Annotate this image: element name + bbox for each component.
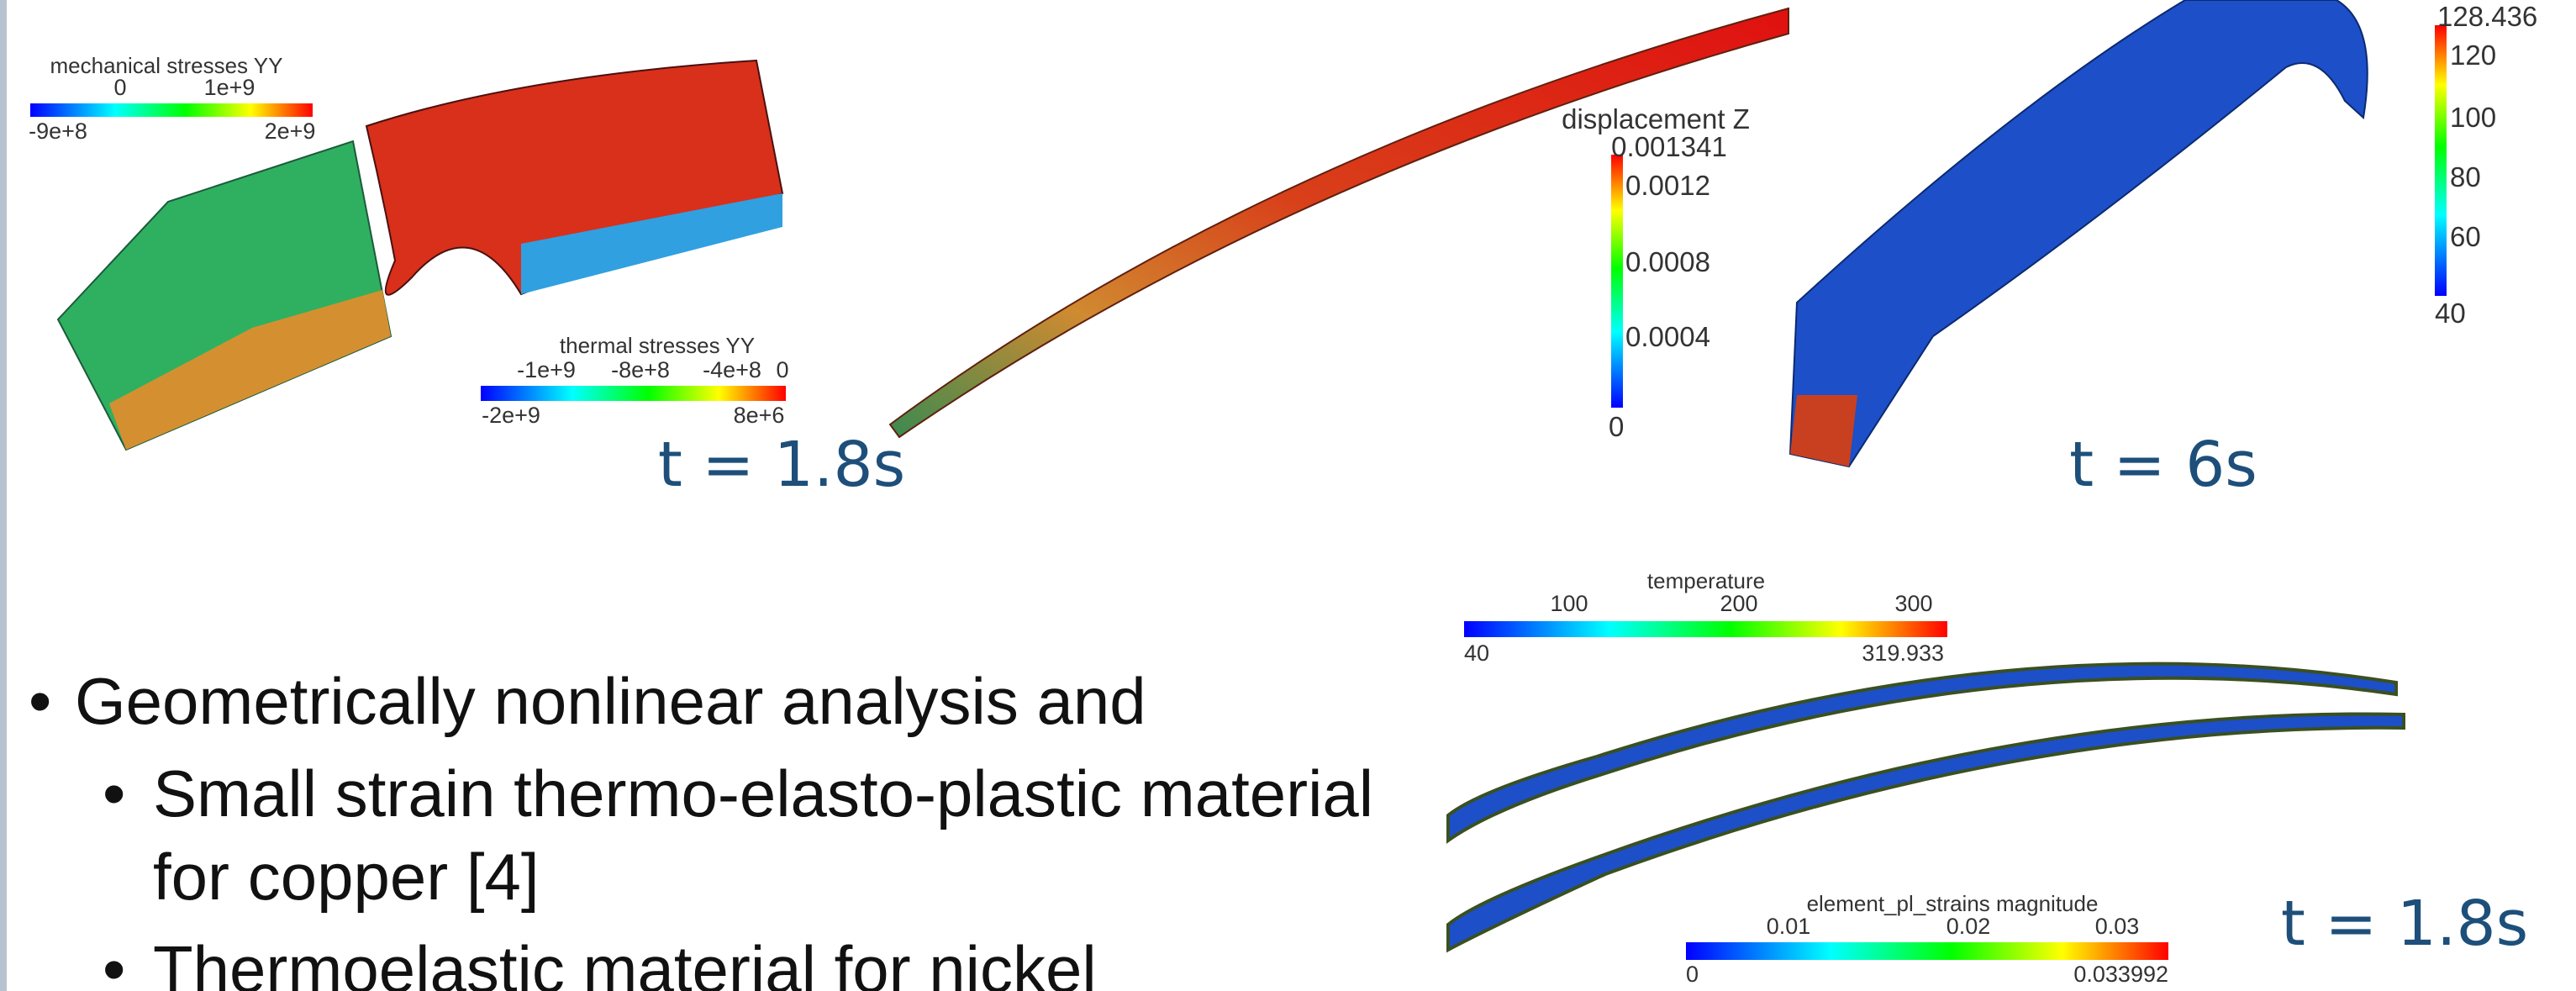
- slide: mechanical stresses YY 0 1e+9 -9e+8 2e+9…: [0, 0, 2576, 991]
- time-label: t = 1.8s: [658, 429, 905, 501]
- colorbar-label: 100: [1550, 591, 1588, 616]
- colorbar-label: 0.0004: [1625, 321, 1710, 352]
- colorbar-label: -8e+8: [611, 357, 670, 382]
- colorbar-label: 319.933: [1862, 640, 1944, 666]
- beam: [890, 8, 1788, 437]
- colorbar-label: 0: [1686, 962, 1699, 987]
- bullet-text: Small strain thermo-elasto-plastic mater…: [153, 752, 1447, 919]
- colorbar-label: 8e+6: [734, 403, 785, 428]
- colorbar: [481, 386, 786, 401]
- colorbar: [1464, 621, 1947, 637]
- colorbar-label: -1e+9: [517, 357, 576, 382]
- colorbar-label: 300: [1894, 591, 1932, 616]
- bullet-text: Geometrically nonlinear analysis and: [75, 660, 1146, 743]
- colorbar-label: 0.001341: [1611, 131, 1727, 162]
- colorbar-label: 1e+9: [204, 75, 255, 100]
- beam-3d: [1790, 0, 2368, 467]
- colorbar-label: 0.01: [1767, 914, 1811, 939]
- colorbar-title: temperature: [1647, 568, 1765, 593]
- colorbar-label: 0: [113, 75, 126, 100]
- colorbar-label: -9e+8: [29, 119, 87, 144]
- time-label: t = 1.8s: [2281, 888, 2528, 960]
- slide-edge: [0, 0, 7, 991]
- colorbar-label: 0: [776, 357, 788, 382]
- colorbar-label: 100: [2450, 102, 2496, 133]
- colorbar-title: thermal stresses YY: [560, 333, 755, 358]
- colorbar-label: 0: [1609, 411, 1624, 442]
- colorbar-label: 0.03: [2095, 914, 2140, 939]
- colorbar-label: 40: [2435, 298, 2466, 329]
- colorbar-label: 0.0008: [1625, 246, 1710, 277]
- bullet-mark: •: [29, 660, 51, 743]
- bullet-text: Thermoelastic material for nickel: [153, 928, 1097, 991]
- colorbar-label: 80: [2450, 161, 2481, 192]
- colorbar: [1686, 942, 2168, 960]
- colorbar-label: 2e+9: [265, 119, 316, 144]
- colorbar: [1611, 155, 1623, 408]
- colorbar-label: 0.02: [1946, 914, 1991, 939]
- colorbar-label: 0.033992: [2073, 962, 2168, 987]
- colorbar-label: 200: [1720, 591, 1757, 616]
- colorbar-label: -4e+8: [703, 357, 761, 382]
- colorbar: [30, 103, 313, 117]
- colorbar-label: 60: [2450, 221, 2481, 252]
- colorbar-label: 120: [2450, 40, 2496, 71]
- strip-beam: [1448, 664, 2396, 841]
- colorbar-label: -2e+9: [482, 403, 540, 428]
- colorbar-title: displacement Z: [1562, 103, 1750, 134]
- colorbar: [2435, 25, 2447, 296]
- colorbar-title: element_pl_strains magnitude: [1807, 891, 2099, 916]
- beam-end: [1790, 395, 1857, 467]
- bullet-mark: •: [103, 928, 125, 991]
- colorbar-label: 40: [1464, 640, 1489, 666]
- colorbar-label: 128.436: [2437, 1, 2537, 32]
- time-label: t = 6s: [2069, 429, 2257, 501]
- bullet-mark: •: [103, 752, 125, 835]
- colorbar-label: 0.0012: [1625, 170, 1710, 201]
